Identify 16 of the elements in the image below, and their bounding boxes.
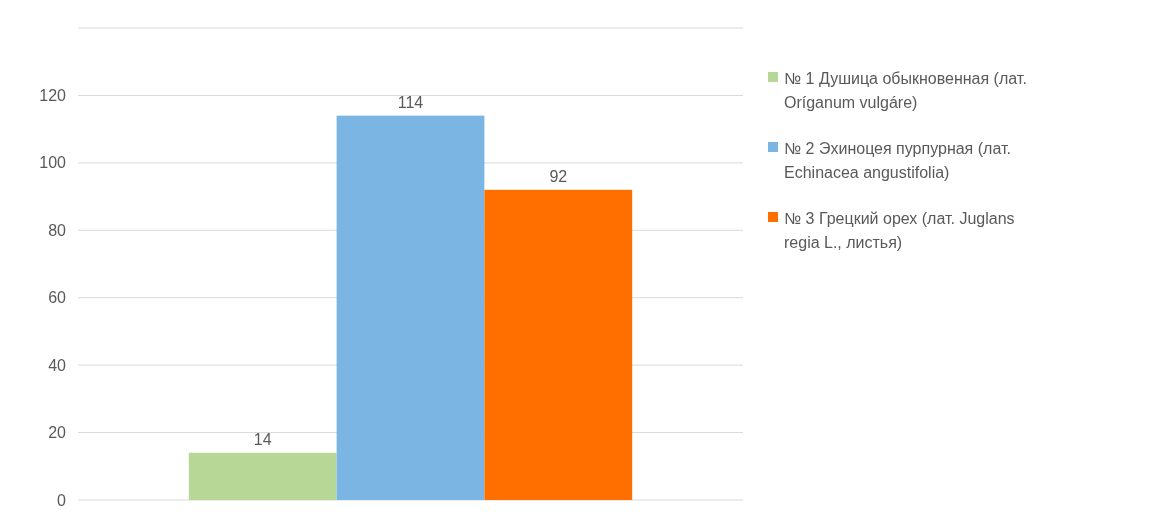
legend-label: № 3 Грецкий орех (лат. Juglans regia L., листья) (784, 209, 1015, 251)
legend-label: № 2 Эхиноцея пурпурная (лат. Echinacea angustifolia) (784, 139, 1011, 181)
y-tick-label: 120 (39, 87, 67, 105)
data-label: 92 (549, 167, 568, 185)
data-label: 14 (253, 430, 272, 448)
y-tick-label: 40 (48, 356, 67, 374)
legend-label: № 1 Душица обыкновенная (лат. Oríganum vulgáre) (784, 69, 1027, 111)
bar (336, 115, 485, 500)
y-tick-label: 100 (39, 154, 67, 172)
y-tick-label: 60 (48, 289, 67, 307)
y-tick-label: 80 (48, 221, 67, 239)
data-label: 114 (397, 93, 424, 111)
y-tick-label: 0 (57, 491, 67, 509)
bar (484, 189, 633, 500)
bar (188, 452, 337, 500)
y-tick-label: 20 (48, 424, 67, 442)
